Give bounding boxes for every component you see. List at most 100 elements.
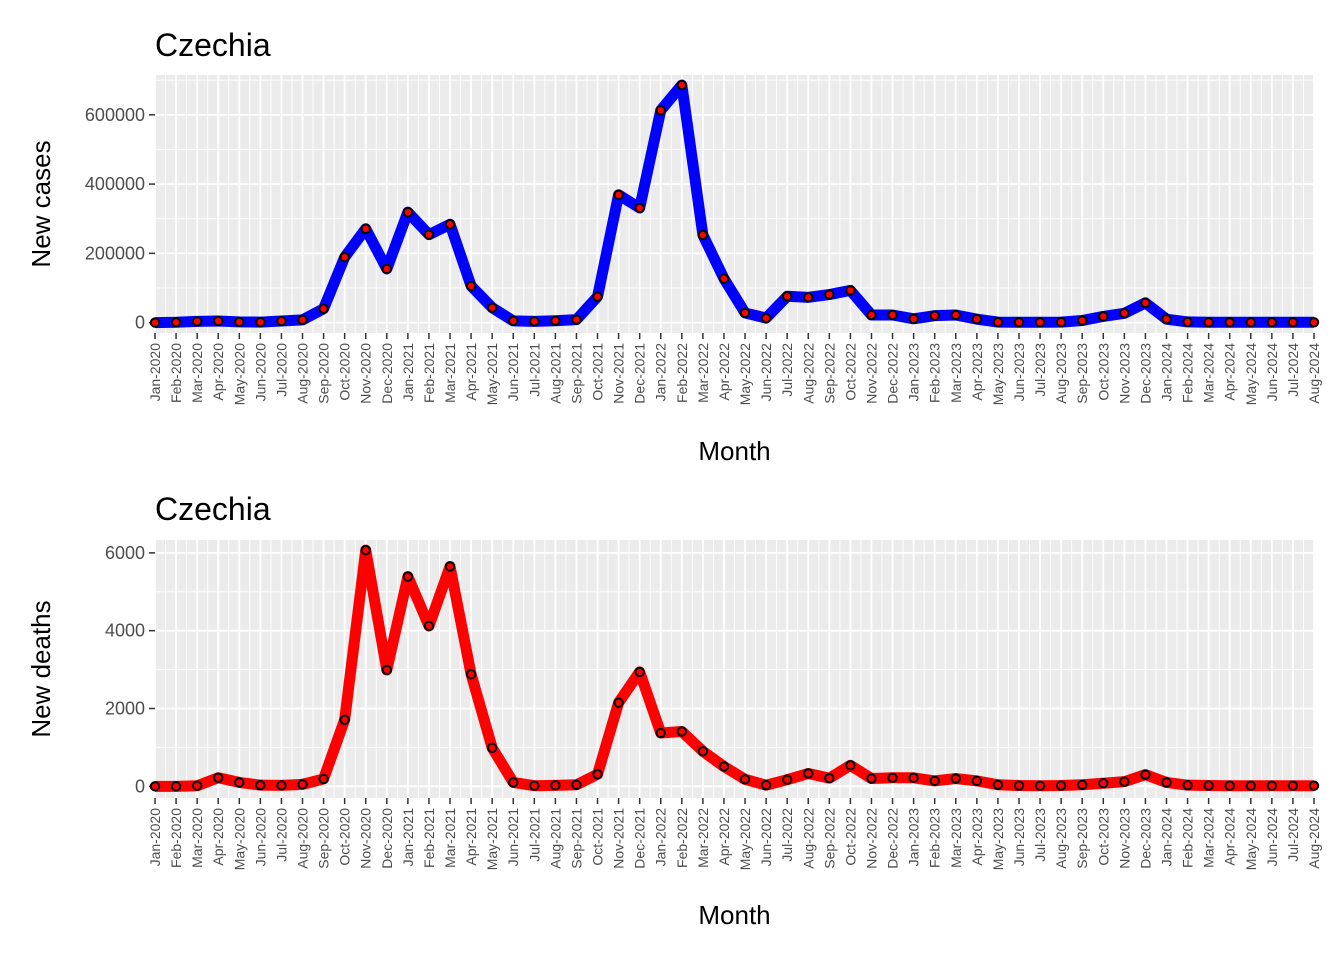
data-point	[1203, 780, 1214, 791]
data-point	[149, 781, 161, 792]
x-tick-label: Feb-2021	[421, 808, 437, 868]
x-tick-label: Nov-2021	[611, 808, 627, 869]
data-point	[1034, 780, 1046, 791]
y-tick-label: 200000	[85, 243, 145, 263]
x-tick-label: Sep-2021	[568, 808, 584, 869]
data-point	[1140, 769, 1151, 780]
data-point	[1013, 317, 1025, 328]
data-point	[444, 561, 456, 572]
x-tick-label: Dec-2023	[1137, 343, 1153, 404]
data-point	[613, 697, 624, 708]
data-point	[781, 291, 793, 302]
data-point	[276, 780, 287, 791]
data-point	[508, 315, 519, 327]
data-point	[213, 315, 224, 327]
x-tick-label: Aug-2021	[547, 343, 563, 404]
x-tick-label: Nov-2023	[1116, 343, 1132, 404]
x-tick-label: Jun-2024	[1264, 343, 1280, 402]
x-tick-label: Mar-2024	[1201, 808, 1217, 868]
data-point	[1098, 311, 1109, 322]
data-point	[191, 780, 203, 791]
data-point	[971, 775, 983, 787]
x-tick-label: Aug-2023	[1053, 343, 1069, 404]
data-point	[1308, 780, 1320, 791]
x-tick-label: Jan-2022	[653, 343, 669, 402]
data-point	[297, 779, 308, 790]
x-tick-label: Aug-2024	[1306, 343, 1322, 404]
x-tick-label: May-2020	[231, 808, 247, 870]
x-tick-label: Oct-2021	[590, 343, 606, 401]
data-point	[191, 316, 203, 327]
data-point	[824, 289, 835, 300]
x-tick-label: Feb-2023	[927, 808, 943, 868]
data-point	[276, 315, 287, 327]
data-point	[655, 727, 666, 739]
x-tick-label: Apr-2024	[1222, 808, 1238, 866]
x-tick-label: Feb-2024	[1180, 808, 1196, 868]
data-point	[550, 780, 561, 791]
x-tick-label: Feb-2023	[927, 343, 943, 403]
data-point	[170, 317, 182, 328]
data-point	[339, 714, 350, 725]
data-point	[634, 666, 645, 678]
data-point	[655, 105, 666, 116]
data-point	[1245, 780, 1256, 791]
x-tick-label: Jul-2021	[526, 343, 542, 397]
x-tick-label: Apr-2020	[210, 343, 226, 401]
x-tick-label: Apr-2024	[1222, 343, 1238, 401]
data-point	[360, 544, 371, 556]
data-point	[781, 774, 793, 785]
data-point	[845, 760, 856, 771]
x-tick-label: Nov-2021	[611, 343, 627, 404]
x-tick-label: Jan-2020	[147, 808, 163, 867]
x-axis-title: Month	[698, 900, 770, 930]
data-point	[1077, 315, 1088, 326]
data-point	[1013, 780, 1025, 791]
x-tick-label: Mar-2023	[948, 343, 964, 403]
x-tick-label: Mar-2021	[442, 808, 458, 868]
x-tick-label: Jun-2021	[505, 343, 521, 402]
x-tick-label: May-2024	[1243, 343, 1259, 405]
x-tick-label: Apr-2021	[463, 343, 479, 401]
data-point	[634, 202, 645, 214]
x-tick-label: Aug-2022	[800, 343, 816, 404]
data-points	[149, 544, 1320, 792]
x-tick-label: Oct-2020	[337, 808, 353, 866]
data-point	[676, 726, 688, 737]
data-point	[676, 79, 688, 91]
data-point	[255, 316, 266, 328]
x-tick-label: May-2023	[990, 343, 1006, 405]
data-point	[360, 223, 371, 234]
x-tick-label: Mar-2020	[189, 808, 205, 868]
x-tick-label: Jan-2023	[906, 343, 922, 402]
x-tick-label: Jan-2023	[906, 808, 922, 867]
data-point	[1161, 777, 1172, 788]
x-tick-label: Dec-2022	[885, 343, 901, 404]
x-tick-label: Jan-2021	[400, 343, 416, 402]
y-tick-label: 400000	[85, 174, 145, 194]
data-point	[1034, 317, 1046, 328]
data-point	[950, 309, 961, 321]
chart-title: Czechia	[155, 27, 271, 63]
x-tick-label: Feb-2022	[674, 808, 690, 868]
data-points	[149, 79, 1320, 328]
x-tick-label: Aug-2024	[1306, 808, 1322, 869]
data-point	[845, 285, 856, 296]
x-tick-label: Oct-2021	[590, 808, 606, 866]
x-tick-label: Mar-2022	[695, 343, 711, 403]
x-tick-label: Aug-2020	[295, 343, 311, 404]
x-tick-label: May-2021	[484, 343, 500, 405]
data-point	[1287, 780, 1299, 791]
x-tick-label: Jul-2020	[273, 808, 289, 862]
x-tick-label: Jun-2022	[758, 808, 774, 867]
x-tick-label: Dec-2022	[885, 808, 901, 869]
y-tick-label: 0	[135, 313, 145, 333]
x-tick-label: Nov-2020	[358, 343, 374, 404]
x-tick-label: Sep-2023	[1074, 808, 1090, 869]
data-point	[1287, 317, 1299, 328]
x-tick-label: Sep-2022	[821, 808, 837, 869]
x-tick-label: Dec-2023	[1137, 808, 1153, 869]
x-tick-label: May-2024	[1243, 808, 1259, 870]
data-point	[1161, 313, 1172, 325]
